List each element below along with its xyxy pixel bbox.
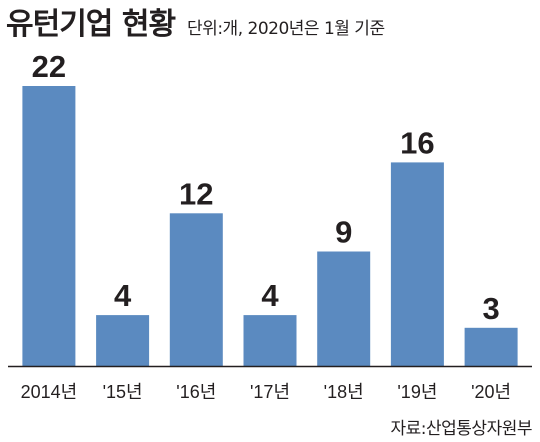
- bar-value-label-2: 12: [179, 176, 213, 211]
- bar-6: [464, 327, 518, 366]
- bar-value-label-6: 3: [482, 291, 499, 326]
- x-tick-label-1: '15년: [103, 382, 143, 402]
- bar-value-label-4: 9: [335, 215, 352, 250]
- x-tick-label-4: '18년: [324, 382, 364, 402]
- bar-value-label-5: 16: [400, 125, 434, 160]
- source-note: 자료:산업통상자원부: [390, 419, 533, 439]
- bar-0: [22, 86, 76, 366]
- x-tick-label-3: '17년: [250, 382, 290, 402]
- x-tick-label-0: 2014년: [21, 382, 78, 402]
- bar-2: [169, 213, 223, 366]
- bar-value-label-3: 4: [261, 278, 279, 313]
- chart-subtitle: 단위:개, 2020년은 1월 기준: [187, 19, 385, 39]
- chart-title: 유턴기업 현황: [6, 7, 176, 42]
- x-tick-labels: 2014년 '15년 '16년 '17년 '18년 '19년 '20년: [21, 382, 512, 402]
- bar-3: [243, 315, 297, 366]
- x-tick-label-5: '19년: [397, 382, 437, 402]
- bars-group: [22, 86, 518, 366]
- bar-value-label-1: 4: [114, 278, 132, 313]
- bar-5: [390, 162, 444, 366]
- bar-value-labels: 22 4 12 4 9 16 3: [32, 49, 500, 326]
- x-tick-label-2: '16년: [176, 382, 216, 402]
- bar-4: [317, 251, 371, 366]
- bar-value-label-0: 22: [32, 49, 66, 84]
- bar-1: [96, 315, 150, 366]
- x-tick-label-6: '20년: [471, 382, 511, 402]
- chart-header: 유턴기업 현황 단위:개, 2020년은 1월 기준: [6, 2, 385, 48]
